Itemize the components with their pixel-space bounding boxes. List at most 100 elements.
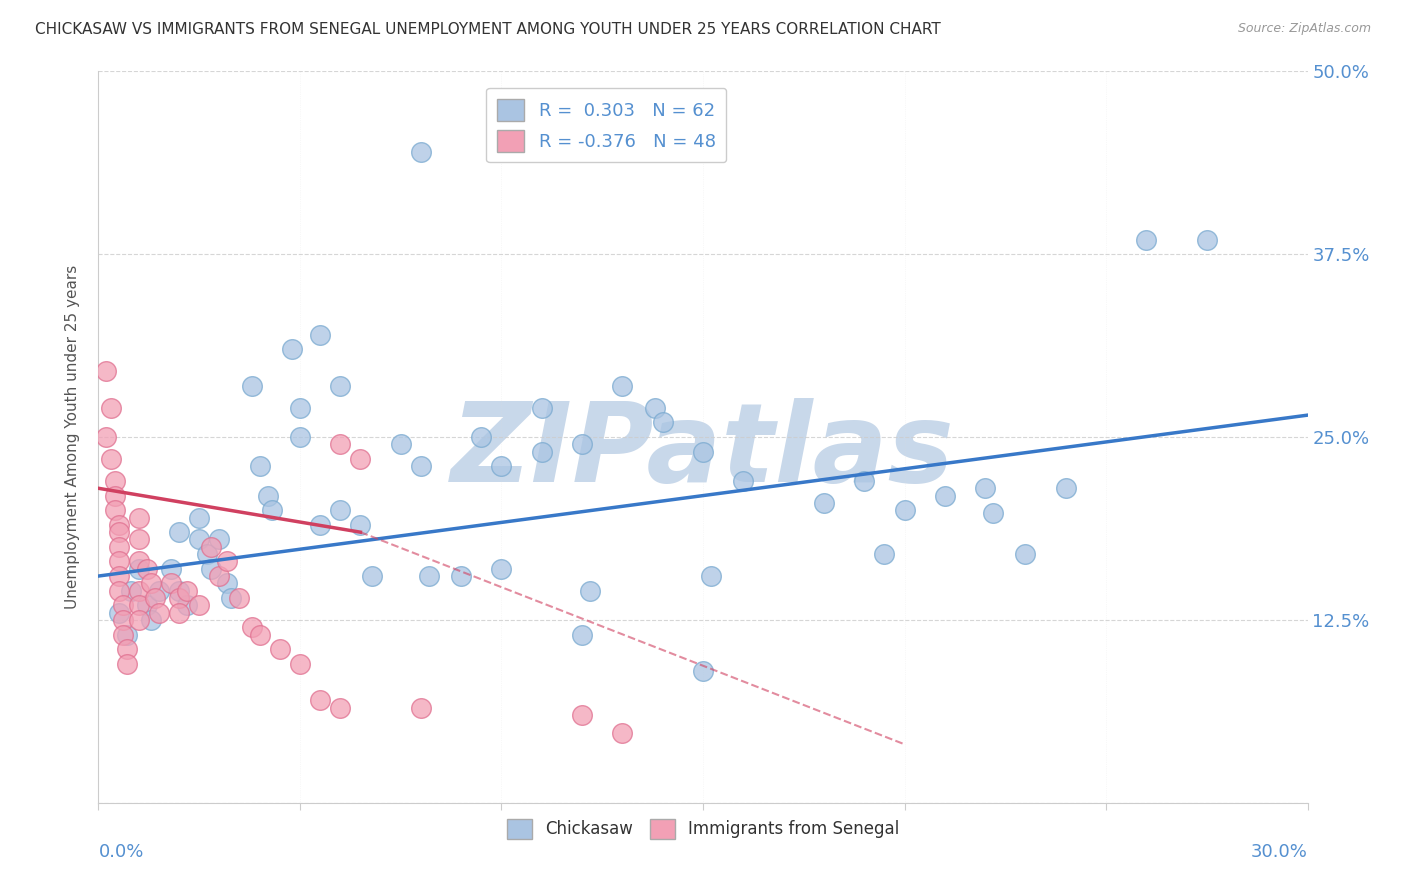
Point — [470, 430, 492, 444]
Text: ZIPatlas: ZIPatlas — [451, 398, 955, 505]
Point — [612, 379, 634, 393]
Point — [208, 569, 231, 583]
Point — [329, 700, 352, 714]
Point — [651, 416, 673, 430]
Point — [115, 627, 138, 641]
Point — [249, 627, 271, 641]
Point — [111, 613, 134, 627]
Point — [873, 547, 896, 561]
Point — [1135, 233, 1157, 247]
Point — [409, 145, 432, 159]
Legend: Chickasaw, Immigrants from Senegal: Chickasaw, Immigrants from Senegal — [501, 812, 905, 846]
Point — [160, 562, 183, 576]
Point — [148, 606, 170, 620]
Point — [128, 599, 150, 613]
Point — [107, 583, 129, 598]
Point — [1054, 481, 1077, 495]
Point — [128, 554, 150, 568]
Point — [217, 554, 239, 568]
Point — [100, 401, 122, 415]
Point — [143, 591, 166, 605]
Point — [96, 364, 118, 378]
Point — [128, 533, 150, 547]
Point — [389, 437, 412, 451]
Point — [530, 401, 553, 415]
Point — [228, 591, 250, 605]
Point — [120, 583, 142, 598]
Point — [135, 562, 157, 576]
Point — [195, 547, 218, 561]
Point — [644, 401, 666, 415]
Point — [107, 569, 129, 583]
Point — [571, 708, 593, 723]
Point — [103, 474, 125, 488]
Point — [107, 525, 129, 540]
Point — [288, 401, 311, 415]
Point — [853, 474, 876, 488]
Point — [491, 562, 513, 576]
Point — [188, 533, 211, 547]
Text: 30.0%: 30.0% — [1251, 843, 1308, 861]
Point — [309, 517, 332, 532]
Point — [409, 700, 432, 714]
Point — [256, 489, 278, 503]
Point — [571, 627, 593, 641]
Point — [893, 503, 915, 517]
Point — [269, 642, 291, 657]
Point — [309, 327, 332, 342]
Point — [96, 430, 118, 444]
Point — [450, 569, 472, 583]
Point — [260, 503, 283, 517]
Point — [139, 576, 162, 591]
Point — [579, 583, 602, 598]
Point — [981, 506, 1004, 520]
Point — [188, 510, 211, 524]
Point — [418, 569, 440, 583]
Point — [692, 444, 714, 458]
Point — [288, 430, 311, 444]
Point — [309, 693, 332, 707]
Point — [1014, 547, 1036, 561]
Point — [167, 525, 190, 540]
Text: Source: ZipAtlas.com: Source: ZipAtlas.com — [1237, 22, 1371, 36]
Point — [221, 591, 243, 605]
Point — [1195, 233, 1218, 247]
Point — [249, 459, 271, 474]
Point — [217, 576, 239, 591]
Text: 0.0%: 0.0% — [98, 843, 143, 861]
Point — [103, 503, 125, 517]
Point — [361, 569, 384, 583]
Point — [208, 533, 231, 547]
Point — [111, 599, 134, 613]
Point — [329, 379, 352, 393]
Point — [240, 620, 263, 634]
Point — [288, 657, 311, 671]
Y-axis label: Unemployment Among Youth under 25 years: Unemployment Among Youth under 25 years — [65, 265, 80, 609]
Point — [813, 496, 835, 510]
Text: CHICKASAW VS IMMIGRANTS FROM SENEGAL UNEMPLOYMENT AMONG YOUTH UNDER 25 YEARS COR: CHICKASAW VS IMMIGRANTS FROM SENEGAL UNE… — [35, 22, 941, 37]
Point — [692, 664, 714, 678]
Point — [128, 510, 150, 524]
Point — [128, 583, 150, 598]
Point — [167, 583, 190, 598]
Point — [167, 591, 190, 605]
Point — [103, 489, 125, 503]
Point — [115, 657, 138, 671]
Point — [240, 379, 263, 393]
Point — [349, 452, 371, 467]
Point — [128, 613, 150, 627]
Point — [491, 459, 513, 474]
Point — [139, 613, 162, 627]
Point — [167, 606, 190, 620]
Point — [200, 540, 222, 554]
Point — [188, 599, 211, 613]
Point — [128, 562, 150, 576]
Point — [107, 554, 129, 568]
Point — [107, 517, 129, 532]
Point — [934, 489, 956, 503]
Point — [135, 599, 157, 613]
Point — [107, 606, 129, 620]
Point — [974, 481, 997, 495]
Point — [700, 569, 723, 583]
Point — [281, 343, 304, 357]
